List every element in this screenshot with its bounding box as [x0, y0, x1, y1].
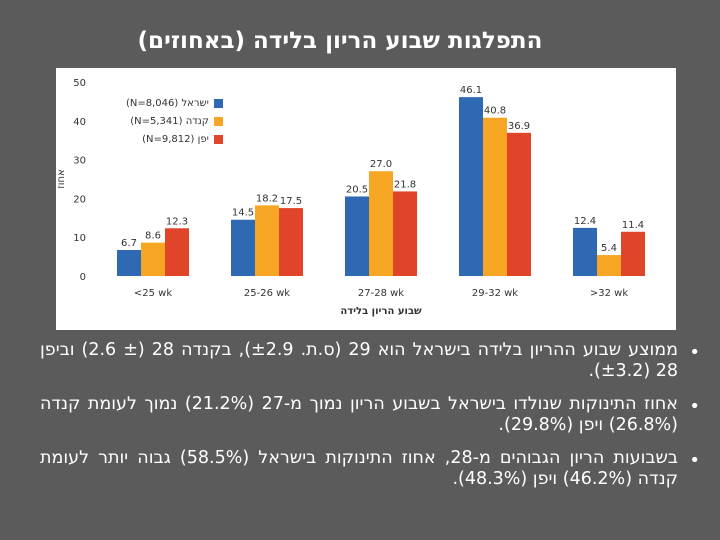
x-tick-label: 27-28 wk: [358, 288, 404, 299]
data-label: 18.2: [256, 193, 278, 204]
bar: [621, 231, 645, 276]
legend-label-japan: יפן (N=9,812): [142, 133, 209, 145]
chart-title: התפלגות שבוע הריון בלידה (באחוזים): [137, 28, 543, 54]
bar: [117, 250, 141, 276]
bullet-item: • אחוז התינוקות שנולדו בישראל בשבוע הריו…: [40, 394, 700, 436]
legend-item-canada: קנדה (N=5,341): [126, 112, 223, 130]
bar: [255, 205, 279, 276]
y-tick-label: 40: [73, 117, 86, 128]
bar: [393, 191, 417, 276]
y-tick-label: 30: [73, 156, 86, 167]
data-label: 5.4: [601, 243, 617, 254]
data-label: 20.5: [346, 184, 368, 195]
bullet-text: ממוצע שבוע ההריון בלידה בישראל הוא 29 (ס…: [40, 340, 678, 381]
x-tick-label: >32 wk: [590, 288, 628, 299]
legend-item-japan: יפן (N=9,812): [126, 130, 223, 148]
legend: ישראל (N=8,046) קנדה (N=5,341) יפן (N=9,…: [126, 94, 223, 148]
data-label: 12.3: [166, 216, 188, 227]
bar: [279, 208, 303, 276]
legend-swatch-japan: [213, 134, 223, 144]
legend-swatch-canada: [213, 116, 223, 126]
bar: [459, 97, 483, 276]
bullet-item: • ממוצע שבוע ההריון בלידה בישראל הוא 29 …: [40, 340, 700, 382]
data-label: 21.8: [394, 179, 416, 190]
legend-label-israel: ישראל (N=8,046): [126, 97, 209, 109]
legend-swatch-israel: [213, 98, 223, 108]
x-tick-label: 29-32 wk: [472, 288, 518, 299]
data-label: 12.4: [574, 216, 596, 227]
bar: [369, 171, 393, 276]
bar: [231, 219, 255, 276]
x-tick-label: <25 wk: [134, 288, 172, 299]
data-label: 17.5: [280, 196, 302, 207]
bullet-text: בשבועות הריון הגבוהים מ-28, אחוז התינוקו…: [40, 448, 679, 489]
data-label: 14.5: [232, 208, 254, 219]
bullet-dot-icon: •: [689, 450, 700, 471]
y-tick-label: 0: [80, 272, 86, 283]
legend-item-israel: ישראל (N=8,046): [126, 94, 223, 112]
y-tick-label: 50: [73, 78, 86, 89]
bar: [345, 196, 369, 276]
legend-label-canada: קנדה (N=5,341): [130, 115, 209, 127]
data-label: 27.0: [370, 159, 392, 170]
data-label: 8.6: [145, 231, 161, 242]
x-axis-label: שבוע הריון בלידה: [340, 306, 422, 317]
y-axis-label: אחוז: [56, 169, 67, 188]
data-label: 11.4: [622, 220, 644, 231]
x-tick-label: 25-26 wk: [244, 288, 290, 299]
data-label: 46.1: [460, 85, 482, 96]
chart-panel: 0 10 20 30 40 50 אחוז 6.7 8.6 12.3 <25 wk 14.5 18.2 1…: [56, 68, 676, 330]
bullet-item: • בשבועות הריון הגבוהים מ-28, אחוז התינו…: [40, 448, 700, 490]
bar: [507, 132, 531, 276]
bar: [597, 255, 621, 276]
data-label: 6.7: [121, 238, 137, 249]
bar: [165, 228, 189, 276]
data-label: 40.8: [484, 106, 506, 117]
bullet-text: אחוז התינוקות שנולדו בישראל בשבוע הריון …: [40, 394, 679, 435]
bar: [141, 242, 165, 276]
data-label: 36.9: [508, 121, 530, 132]
bar: [573, 227, 597, 276]
y-tick-label: 10: [73, 233, 86, 244]
bullet-list: • ממוצע שבוע ההריון בלידה בישראל הוא 29 …: [40, 340, 700, 502]
bullet-dot-icon: •: [689, 342, 700, 363]
y-tick-label: 20: [73, 194, 86, 205]
bar: [483, 117, 507, 276]
bullet-dot-icon: •: [689, 396, 700, 417]
